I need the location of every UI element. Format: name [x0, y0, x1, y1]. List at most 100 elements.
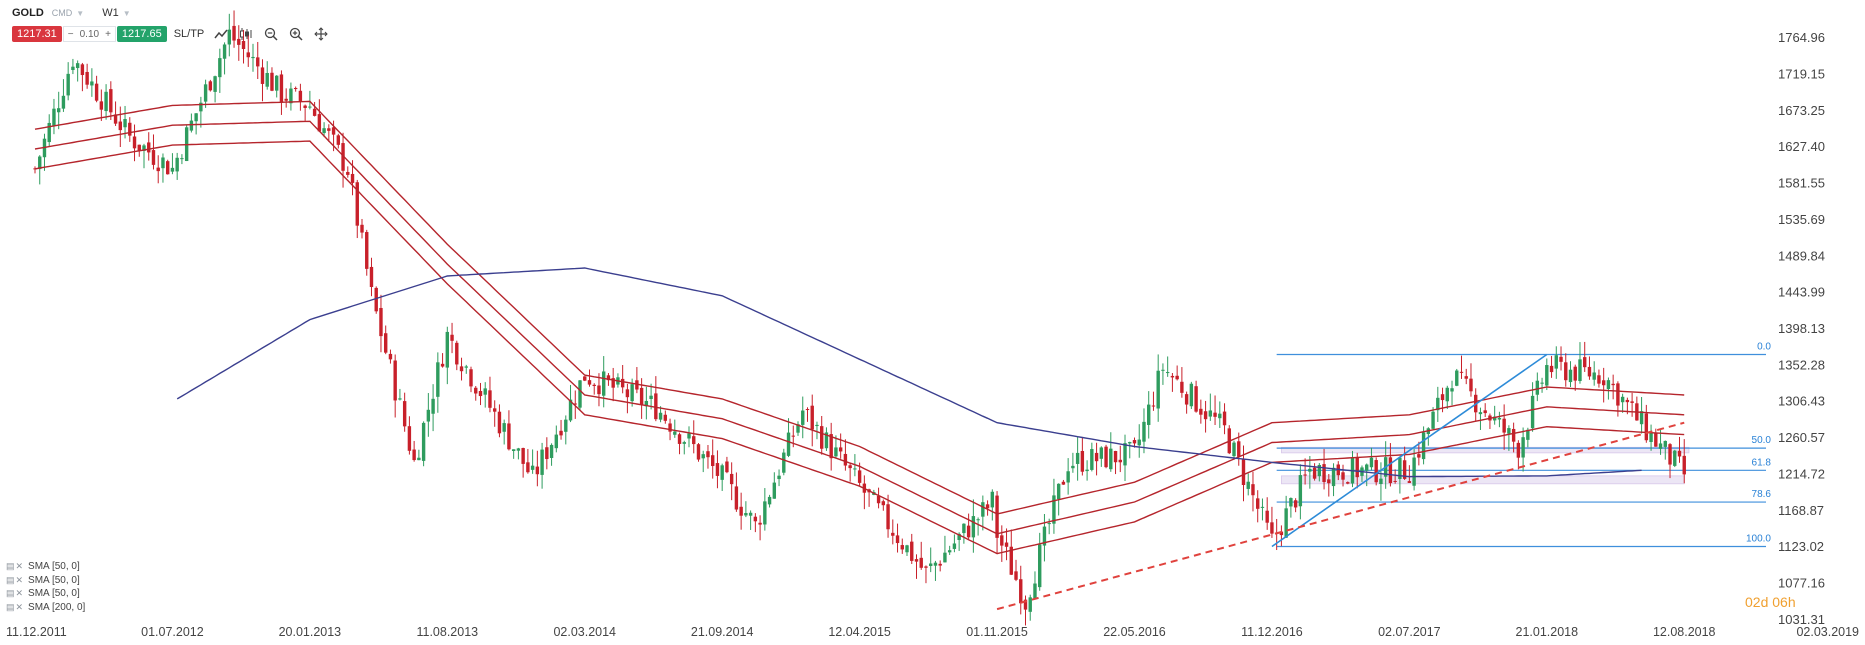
candle-body [1265, 510, 1269, 523]
y-tick-label: 1489.84 [1778, 248, 1825, 263]
candle-body [1673, 450, 1677, 466]
indicator-row[interactable]: ▤✕ SMA [200, 0] [6, 601, 85, 615]
candle-body [1530, 395, 1535, 429]
candle-body [1573, 366, 1577, 381]
x-tick-label: 21.01.2018 [1516, 625, 1579, 639]
candle-body [1033, 583, 1037, 599]
timeframe-select[interactable]: W1 [102, 7, 119, 19]
candle-body [1094, 452, 1099, 462]
candle-body [1298, 475, 1303, 507]
candle-body [1113, 450, 1118, 463]
candle-body [1165, 372, 1170, 374]
crosshair-icon[interactable] [313, 26, 329, 42]
zoom-out-icon[interactable] [263, 26, 279, 42]
indicator-settings-icon[interactable]: ▤✕ [6, 588, 25, 598]
candle-body [914, 559, 919, 562]
candle-body [1023, 599, 1028, 610]
candle-body [1147, 404, 1151, 425]
symbol-label[interactable]: GOLD [12, 7, 44, 19]
candle-body [180, 158, 184, 160]
indicator-row[interactable]: ▤✕ SMA [50, 0] [6, 560, 85, 574]
sltp-button[interactable]: SL/TP [173, 28, 205, 40]
candle-body [549, 444, 554, 458]
candle-body [431, 398, 435, 414]
candle-body [677, 434, 682, 444]
candle-body [1080, 450, 1085, 472]
timeframe-dropdown-icon[interactable]: ▼ [122, 8, 131, 18]
candle-body [1564, 362, 1568, 381]
fib-level-label: 61.8 [1752, 457, 1772, 468]
candle-body [1109, 448, 1113, 470]
indicator-label: SMA [50, 0] [28, 588, 80, 599]
indicator-row[interactable]: ▤✕ SMA [50, 0] [6, 574, 85, 588]
candle-body [1502, 418, 1506, 433]
candle-body [578, 380, 582, 408]
candle-body [540, 449, 544, 475]
candle-body [720, 465, 724, 480]
candle-body [379, 307, 383, 337]
indicator-settings-icon[interactable]: ▤✕ [6, 561, 25, 571]
sell-price-button[interactable]: 1217.31 [12, 26, 62, 42]
candle-body [644, 400, 649, 407]
increase-icon[interactable]: + [105, 28, 111, 40]
candle-body [1246, 481, 1250, 489]
candle-body [957, 533, 961, 540]
y-tick-label: 1260.57 [1778, 430, 1825, 445]
candle-body [1284, 508, 1288, 538]
candle-body [1189, 383, 1194, 407]
symbol-dropdown-icon[interactable]: ▼ [76, 8, 85, 18]
candle-body [208, 81, 213, 91]
candle-body [241, 40, 246, 50]
indicator-settings-icon[interactable]: ▤✕ [6, 601, 25, 612]
candle-body [815, 424, 819, 427]
candle-body [1526, 429, 1530, 440]
candle-body [402, 401, 407, 427]
candle-body [317, 114, 322, 132]
candle-body [279, 74, 284, 103]
x-tick-label: 12.08.2018 [1653, 625, 1716, 639]
candle-body [1327, 479, 1331, 484]
candle-body [156, 167, 160, 172]
candle-body [1322, 464, 1326, 483]
candle-body [1123, 443, 1127, 466]
zoom-in-icon[interactable] [288, 26, 304, 42]
trade-bar: 1217.31 − 0.10 + 1217.65 SL/TP [12, 25, 329, 43]
candle-body [232, 25, 236, 41]
candle-body [763, 501, 767, 525]
candle-body [1402, 460, 1407, 479]
candle-body [692, 436, 696, 445]
candle-body [1104, 446, 1108, 468]
candles-icon[interactable] [238, 26, 254, 42]
candle-body [61, 95, 66, 109]
candle-body [303, 105, 307, 108]
decrease-icon[interactable]: − [67, 28, 74, 40]
candle-body [312, 108, 317, 116]
candle-body [687, 433, 691, 439]
candle-body [1142, 421, 1146, 442]
candle-body [834, 447, 838, 457]
candle-body [1213, 412, 1217, 417]
support-trendline-dashed [996, 421, 1685, 611]
volume-value[interactable]: 0.10 [79, 28, 100, 40]
candle-body [801, 410, 805, 425]
fib-level-label: 50.0 [1752, 435, 1772, 446]
y-tick-label: 1398.13 [1778, 321, 1825, 336]
instrument-toolbar: GOLD CMD ▼ W1 ▼ [12, 4, 131, 22]
indicator-row[interactable]: ▤✕ SMA [50, 0] [6, 587, 85, 601]
candle-body [1682, 455, 1686, 475]
candle-body [1540, 382, 1544, 384]
candle-body [962, 523, 966, 534]
volume-stepper[interactable]: − 0.10 + [62, 26, 116, 42]
candle-body [1071, 465, 1075, 469]
candle-body [350, 173, 355, 183]
candle-body [1151, 405, 1156, 407]
indicator-settings-icon[interactable]: ▤✕ [6, 574, 25, 585]
line-chart-icon[interactable] [213, 26, 229, 42]
sma-50-line [34, 140, 1685, 555]
candle-body [511, 449, 516, 451]
buy-price-button[interactable]: 1217.65 [116, 26, 167, 42]
candle-body [1417, 454, 1421, 458]
candle-body [597, 385, 601, 395]
candle-body [924, 566, 928, 568]
